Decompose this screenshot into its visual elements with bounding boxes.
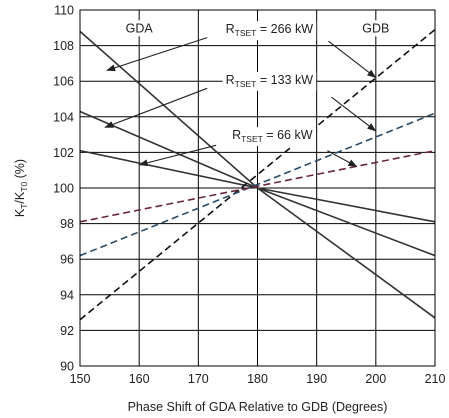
x-tick-label: 200 (365, 372, 386, 386)
x-tick-label: 170 (188, 372, 209, 386)
series-line (79, 110, 258, 189)
x-tick-label: 210 (425, 372, 446, 386)
region-label-text: GDA (126, 21, 154, 35)
annotations: GDA GDB RTSET = 266 kW RTSET = 133 kW RTSET … (104, 20, 393, 168)
region-label-background (122, 20, 157, 37)
y-axis-title: KT/KT0 (%) (13, 159, 29, 217)
series-line (79, 149, 258, 189)
series-line (257, 187, 436, 257)
annotation-label: RTSET = 66 kW (232, 128, 313, 144)
y-tick-label: 104 (53, 110, 74, 124)
annotation-arrow (327, 150, 358, 168)
y-tick-label: 102 (53, 146, 74, 160)
y-tick-label: 100 (53, 182, 74, 196)
x-tick-label: 150 (70, 372, 91, 386)
y-tick-label: 94 (60, 288, 74, 302)
region-label: GDA (122, 20, 157, 37)
annotation-arrow (331, 96, 377, 132)
annotation: RTSET = 133 kW (104, 71, 377, 132)
region-label-text: GDB (362, 21, 389, 35)
x-tick-label: 190 (306, 372, 327, 386)
annotation-background (229, 127, 316, 147)
annotation-arrow (106, 37, 208, 72)
region-label: GDB (359, 20, 393, 37)
series-line (79, 149, 436, 223)
annotation-arrow (138, 144, 217, 167)
annotation: RTSET = 266 kW (106, 21, 377, 79)
series-line (79, 112, 436, 257)
series-lines (79, 28, 436, 321)
annotation-background (222, 21, 317, 41)
series-line (257, 187, 436, 319)
annotation-label: RTSET = 266 kW (226, 22, 314, 38)
y-tick-label: 106 (53, 75, 74, 89)
series-line (79, 30, 259, 189)
x-tick-label: 160 (129, 372, 150, 386)
y-tick-label: 110 (54, 4, 74, 18)
y-tick-label: 108 (53, 39, 74, 53)
series-line (257, 187, 436, 223)
y-tick-label: 98 (60, 217, 74, 231)
plot-frame (79, 9, 436, 367)
annotation-background (222, 71, 317, 91)
tick-labels: 150 160 170 180 190 200 210 90 92 94 96 98 100 102 104… (53, 4, 445, 387)
annotation-arrow (104, 87, 208, 128)
annotation-label: RTSET = 133 kW (226, 73, 314, 89)
x-tick-label: 180 (247, 372, 268, 386)
y-tick-label: 90 (60, 360, 74, 374)
annotation-arrow (328, 40, 377, 79)
annotation: RTSET = 66 kW (138, 127, 358, 168)
region-label-background (359, 20, 393, 37)
y-tick-label: 96 (60, 253, 74, 267)
y-tick-label: 92 (60, 324, 74, 338)
x-axis-title: Phase Shift of GDA Relative to GDB (Degr… (128, 400, 388, 414)
